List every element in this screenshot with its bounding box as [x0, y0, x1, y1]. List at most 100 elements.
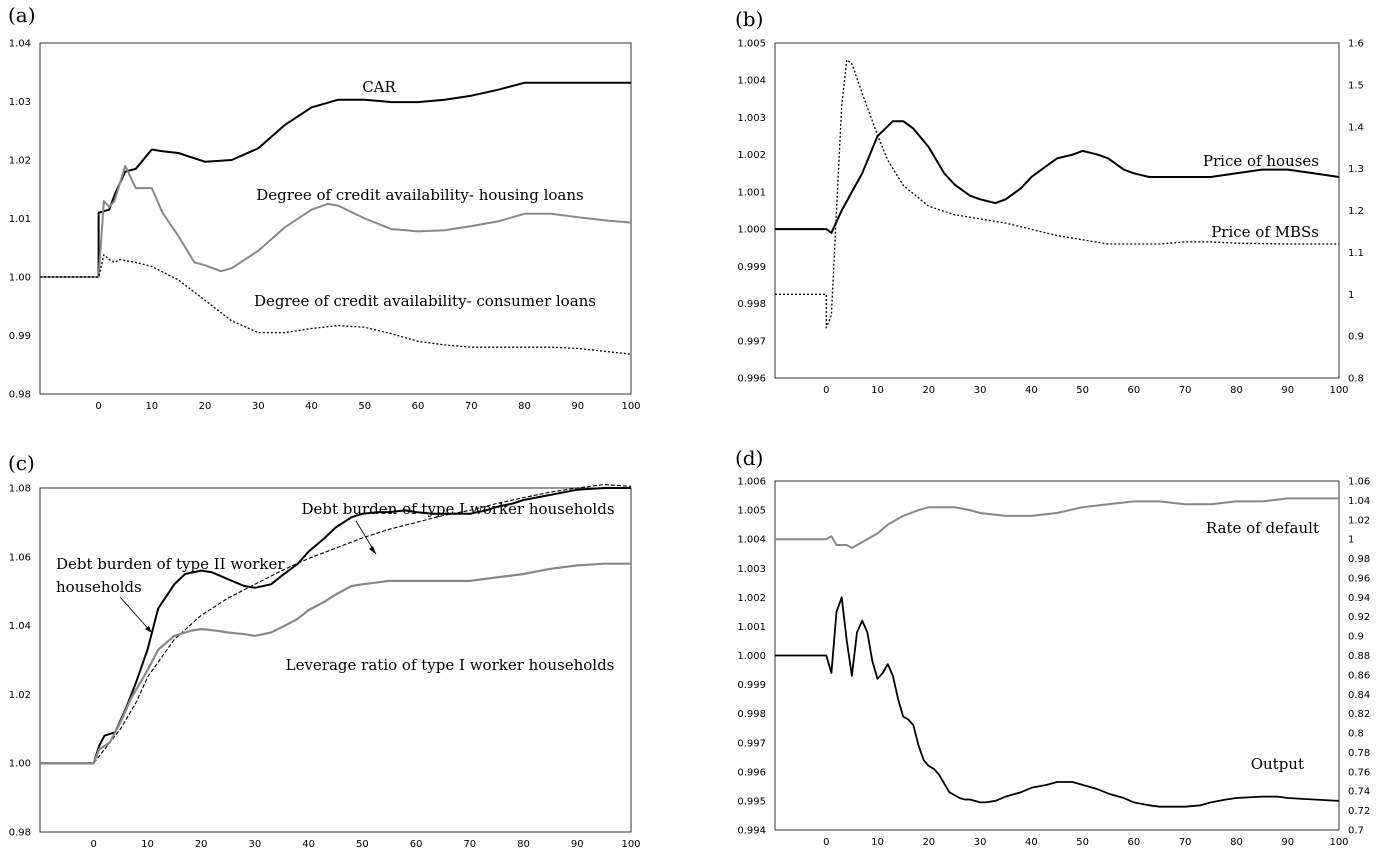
x-tick-label: 80 — [1230, 837, 1243, 848]
annotation-label: Price of MBSs — [1211, 223, 1319, 241]
y-tick-label: 1.04 — [9, 39, 31, 50]
x-tick-label: 100 — [1329, 385, 1348, 396]
x-tick-label: 20 — [195, 839, 208, 850]
x-tick-label: 80 — [1230, 385, 1243, 396]
series-line-2 — [40, 254, 632, 355]
annotation-label: Output — [1251, 755, 1304, 773]
series-line-0 — [775, 120, 1340, 234]
x-tick-label: 30 — [252, 401, 265, 412]
x-tick-label: 60 — [412, 401, 425, 412]
x-tick-label: 40 — [1025, 837, 1038, 848]
y2-tick-label: 0.86 — [1348, 670, 1370, 681]
x-tick-label: 50 — [358, 401, 371, 412]
x-tick-label: 80 — [518, 401, 531, 412]
x-tick-label: 30 — [974, 837, 987, 848]
x-tick-label: 70 — [1179, 385, 1192, 396]
plot-frame — [774, 42, 1340, 379]
x-tick-label: 0 — [823, 837, 829, 848]
x-tick-label: 20 — [922, 385, 935, 396]
x-tick-label: 50 — [1076, 837, 1089, 848]
x-tick-label: 50 — [356, 839, 369, 850]
y-tick-label: 1.004 — [737, 76, 766, 87]
y-tick-label: 0.999 — [737, 680, 766, 691]
y2-tick-label: 0.94 — [1348, 593, 1370, 604]
y2-tick-label: 1.3 — [1348, 164, 1364, 175]
panel-label: (b) — [735, 7, 763, 31]
series-line-1 — [40, 164, 632, 278]
series-line-0 — [775, 497, 1339, 549]
x-tick-label: 10 — [141, 839, 154, 850]
x-tick-label: 70 — [463, 839, 476, 850]
chart-panel-c: (c) 0 10 20 30 40 50 60 70 80 90 100 0.98 1.00 1.02 1.0… — [8, 451, 641, 850]
y2-tick-label: 0.88 — [1348, 651, 1370, 662]
y-tick-label: 1.000 — [737, 225, 766, 236]
annotation-arrowhead — [369, 546, 376, 554]
y-tick-label: 1.005 — [737, 39, 766, 50]
y2-tick-label: 1.06 — [1348, 477, 1370, 488]
annotation-arrowhead — [145, 626, 152, 633]
annotation-label: CAR — [362, 78, 396, 96]
y2-tick-label: 1.1 — [1348, 248, 1364, 259]
series-line-1 — [775, 596, 1340, 808]
y-tick-label: 1.002 — [737, 593, 766, 604]
x-tick-label: 100 — [621, 401, 640, 412]
series-line-1 — [775, 59, 1339, 329]
y-tick-label: 1.003 — [737, 564, 766, 575]
y-tick-label: 1.04 — [9, 621, 31, 632]
y-tick-label: 1.005 — [737, 506, 766, 517]
y2-tick-label: 0.84 — [1348, 690, 1370, 701]
x-tick-label: 60 — [1128, 837, 1141, 848]
y-tick-label: 1.08 — [9, 484, 31, 495]
y-tick-label: 1.03 — [9, 97, 31, 108]
chart-panel-d: (d) 0 10 20 30 40 50 60 70 80 90 100 0.994 0.995 0.996… — [735, 446, 1370, 848]
y-tick-label: 0.98 — [9, 390, 31, 401]
x-tick-label: 0 — [91, 839, 97, 850]
y-tick-label: 1.00 — [9, 273, 31, 284]
x-tick-label: 80 — [517, 839, 530, 850]
y-tick-label: 1.001 — [737, 622, 766, 633]
x-tick-label: 40 — [1025, 385, 1038, 396]
y-tick-label: 1.000 — [737, 651, 766, 662]
x-tick-label: 0 — [823, 385, 829, 396]
x-tick-label: 90 — [1281, 385, 1294, 396]
y2-tick-label: 1.4 — [1348, 122, 1364, 133]
y-tick-label: 0.995 — [737, 796, 766, 807]
y2-tick-label: 1.2 — [1348, 206, 1364, 217]
y2-tick-label: 0.72 — [1348, 806, 1370, 817]
y-tick-label: 0.998 — [737, 709, 766, 720]
plot-frame — [39, 42, 632, 395]
y2-tick-label: 0.7 — [1348, 826, 1364, 837]
y-tick-label: 0.996 — [737, 767, 766, 778]
y2-tick-label: 0.8 — [1348, 729, 1364, 740]
y-tick-label: 1.06 — [9, 552, 31, 563]
x-tick-label: 100 — [621, 839, 640, 850]
x-tick-label: 10 — [871, 385, 884, 396]
annotation-label: Rate of default — [1206, 519, 1319, 537]
y-tick-label: 1.01 — [9, 214, 31, 225]
x-tick-label: 90 — [1281, 837, 1294, 848]
y2-tick-label: 0.96 — [1348, 573, 1370, 584]
x-tick-label: 60 — [410, 839, 423, 850]
series-line-2 — [40, 562, 631, 765]
y-tick-label: 0.994 — [737, 826, 766, 837]
x-tick-label: 100 — [1329, 837, 1348, 848]
x-tick-label: 90 — [571, 401, 584, 412]
annotation-label: Degree of credit availability- housing l… — [256, 186, 583, 204]
x-tick-label: 40 — [305, 401, 318, 412]
y-tick-label: 1.004 — [737, 535, 766, 546]
y-tick-label: 1.003 — [737, 113, 766, 124]
y2-tick-label: 1 — [1348, 535, 1354, 546]
y2-tick-label: 0.82 — [1348, 709, 1370, 720]
y-tick-label: 0.997 — [737, 738, 766, 749]
x-tick-label: 30 — [249, 839, 262, 850]
x-tick-label: 90 — [571, 839, 584, 850]
panel-label: (a) — [8, 3, 36, 27]
y2-tick-label: 0.9 — [1348, 332, 1364, 343]
y-tick-label: 1.006 — [737, 477, 766, 488]
x-tick-label: 30 — [974, 385, 987, 396]
y-tick-label: 1.002 — [737, 150, 766, 161]
y2-tick-label: 0.98 — [1348, 554, 1370, 565]
y-tick-label: 0.999 — [737, 262, 766, 273]
annotation-label: households — [56, 578, 142, 596]
series-line-1 — [40, 484, 632, 764]
